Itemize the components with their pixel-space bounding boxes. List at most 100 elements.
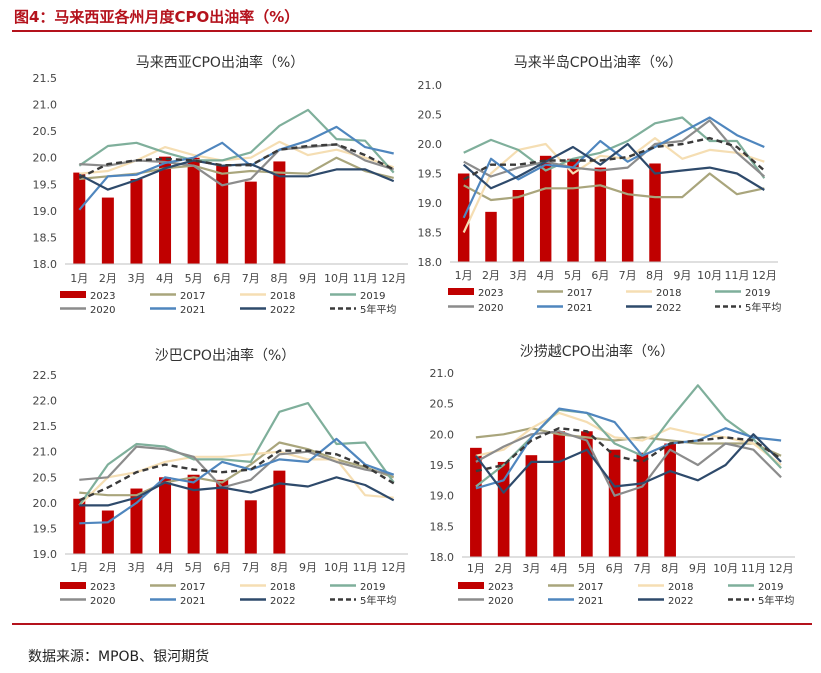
series-line-2021 <box>462 116 765 219</box>
series-line-2017 <box>79 441 395 497</box>
bar-2023 <box>512 190 525 262</box>
y-tick-label: 20.0 <box>33 152 58 165</box>
legend-label: 2018 <box>656 288 681 299</box>
legend-swatch-2023 <box>448 288 474 295</box>
series-line-2019 <box>78 108 395 174</box>
chart-title: 沙捞越CPO出油率（%） <box>520 343 675 360</box>
x-tick-label: 5月 <box>564 269 582 282</box>
series-line-2019 <box>463 116 766 179</box>
legend-label: 2022 <box>270 596 295 607</box>
x-tick-label: 7月 <box>619 269 637 282</box>
y-tick-label: 19.5 <box>33 178 58 191</box>
bar-2023 <box>553 431 565 557</box>
x-tick-label: 10月 <box>697 269 722 282</box>
legend-label: 2021 <box>567 303 592 314</box>
y-tick-label: 19.0 <box>430 490 455 503</box>
y-tick-label: 19.0 <box>33 548 58 561</box>
x-tick-label: 12月 <box>752 269 777 282</box>
bar-2023 <box>130 178 143 264</box>
x-tick-label: 9月 <box>299 561 317 574</box>
y-tick-label: 19.0 <box>33 205 58 218</box>
legend-label: 2017 <box>578 582 603 593</box>
legend-label: 2021 <box>180 305 205 316</box>
x-tick-label: 3月 <box>127 561 145 574</box>
bottom-divider <box>12 623 812 625</box>
bar-2023 <box>73 172 86 264</box>
bar-2023 <box>73 498 86 554</box>
legend-label: 2018 <box>270 291 295 302</box>
bar-2023 <box>187 474 200 554</box>
series-line-2018 <box>78 450 394 507</box>
x-tick-label: 8月 <box>270 561 288 574</box>
x-tick-label: 8月 <box>661 562 679 575</box>
x-tick-label: 8月 <box>646 269 664 282</box>
y-tick-label: 19.0 <box>418 197 443 210</box>
series-line-2021 <box>79 437 395 525</box>
x-tick-label: 11月 <box>725 269 750 282</box>
y-tick-label: 21.5 <box>33 420 58 433</box>
bar-2023 <box>216 165 229 264</box>
x-tick-label: 7月 <box>633 562 651 575</box>
series-line-2022 <box>475 433 782 494</box>
y-tick-label: 21.0 <box>33 99 58 112</box>
x-tick-label: 11月 <box>353 272 378 285</box>
x-tick-label: 11月 <box>353 561 378 574</box>
x-tick-label: 4月 <box>156 272 174 285</box>
x-tick-label: 9月 <box>689 562 707 575</box>
top-divider <box>12 30 812 32</box>
series-line-2017 <box>463 172 765 202</box>
legend-label: 2019 <box>360 291 385 302</box>
legend-label: 2021 <box>180 596 205 607</box>
legend-label: 2018 <box>668 582 693 593</box>
legend-label: 2017 <box>567 288 592 299</box>
bar-2023 <box>664 443 676 557</box>
y-tick-label: 20.5 <box>33 471 58 484</box>
x-tick-label: 9月 <box>299 272 317 285</box>
bar-2023 <box>567 158 579 262</box>
x-tick-label: 10月 <box>324 561 349 574</box>
y-tick-label: 20.5 <box>418 109 443 122</box>
series-line-2020 <box>79 445 394 489</box>
x-tick-label: 12月 <box>381 561 406 574</box>
series-line-2021 <box>475 407 782 490</box>
y-tick-label: 21.0 <box>418 79 443 92</box>
legend-label: 2019 <box>360 582 385 593</box>
x-tick-label: 4月 <box>550 562 568 575</box>
y-tick-label: 22.5 <box>33 369 58 382</box>
x-tick-label: 1月 <box>70 561 88 574</box>
legend-label: 5年平均 <box>360 303 396 316</box>
y-tick-label: 20.5 <box>430 398 455 411</box>
legend-label: 2020 <box>90 596 115 607</box>
series-line-2020 <box>475 430 782 497</box>
legend-label: 2022 <box>270 305 295 316</box>
x-tick-label: 1月 <box>455 269 473 282</box>
figure-title: 图4：马来西亚各州月度CPO出油率（%） <box>14 8 300 26</box>
bar-2023 <box>608 449 621 557</box>
chart-title: 马来半岛CPO出油率（%） <box>514 54 683 71</box>
series-line-2020 <box>463 119 766 178</box>
legend-label: 2020 <box>488 596 513 607</box>
series-line-2022 <box>462 142 765 191</box>
bar-2023 <box>470 447 482 557</box>
x-tick-label: 5月 <box>185 561 203 574</box>
legend-label: 2022 <box>668 596 693 607</box>
series-line-2018 <box>462 137 765 233</box>
legend-label: 5年平均 <box>745 301 781 314</box>
x-tick-label: 4月 <box>537 269 555 282</box>
x-tick-label: 12月 <box>381 272 406 285</box>
legend-label: 2019 <box>758 582 783 593</box>
series-line-avg <box>78 143 395 179</box>
series-line-2019 <box>475 384 782 488</box>
y-tick-label: 19.5 <box>418 168 443 181</box>
bar-2023 <box>101 197 114 264</box>
bar-2023 <box>581 431 593 557</box>
series-line-avg <box>78 449 395 502</box>
x-tick-label: 2月 <box>99 272 117 285</box>
bar-2023 <box>159 156 172 264</box>
legend-swatch-2023 <box>60 291 86 298</box>
bar-2023 <box>636 452 649 557</box>
bar-2023 <box>594 167 607 262</box>
bar-2023 <box>159 477 172 554</box>
y-tick-label: 20.5 <box>33 125 58 138</box>
